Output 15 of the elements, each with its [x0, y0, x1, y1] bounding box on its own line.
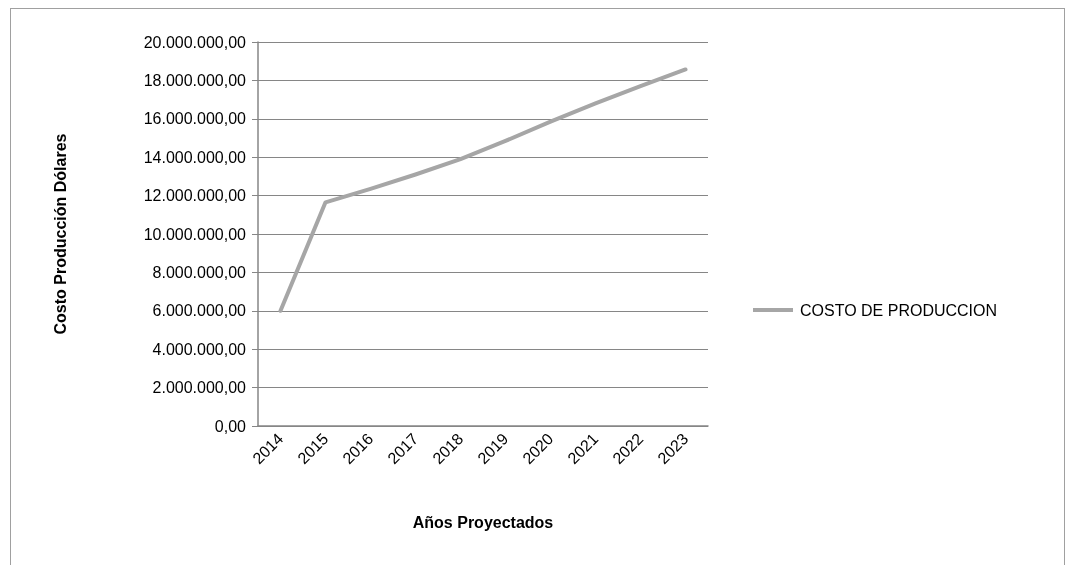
y-tick-label: 20.000.000,00	[143, 33, 247, 51]
y-tick-label: 6.000.000,00	[152, 302, 247, 320]
y-tick-label: 12.000.000,00	[143, 187, 247, 205]
line-series	[278, 67, 688, 313]
y-tick-label: 18.000.000,00	[143, 71, 247, 89]
y-tick-label: 10.000.000,00	[143, 225, 247, 243]
y-tick-label: 4.000.000,00	[152, 340, 247, 358]
y-tick-label: 14.000.000,00	[143, 148, 247, 166]
y-tick-label: 0,00	[214, 417, 247, 435]
legend-label: COSTO DE PRODUCCION	[800, 301, 998, 319]
y-tick-label: 2.000.000,00	[152, 379, 247, 397]
x-axis-title: Años Proyectados	[412, 513, 554, 531]
y-tick-label: 8.000.000,00	[152, 263, 247, 281]
y-axis-title: Costo Producción Dólares	[51, 133, 69, 335]
y-tick-label: 16.000.000,00	[143, 110, 247, 128]
